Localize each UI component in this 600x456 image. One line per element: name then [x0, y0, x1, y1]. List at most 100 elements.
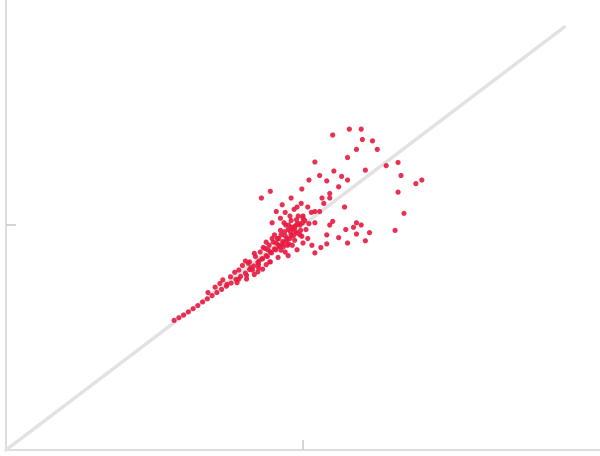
scatter-point: [256, 258, 262, 264]
scatter-point: [392, 227, 398, 233]
scatter-point: [294, 221, 300, 227]
scatter-point: [258, 195, 265, 201]
scatter-point: [195, 302, 201, 309]
scatter-point: [374, 146, 380, 152]
scatter-point: [212, 284, 218, 290]
scatter-point: [217, 280, 223, 287]
scatter-point: [268, 250, 275, 256]
scatter-point: [330, 132, 336, 138]
scatter-point: [287, 229, 294, 235]
scatter-point: [395, 189, 401, 195]
scatter-point: [263, 239, 269, 245]
scatter-point: [290, 233, 297, 239]
scatter-point: [282, 233, 288, 239]
scatter-point: [278, 247, 284, 253]
scatter-point: [300, 215, 306, 221]
scatter-point: [257, 249, 263, 255]
scatter-point: [219, 286, 225, 292]
scatter-point: [395, 159, 401, 166]
scatter-point: [276, 235, 282, 242]
scatter-point: [267, 188, 273, 194]
scatter-point: [185, 309, 191, 315]
scatter-point: [239, 262, 246, 269]
scatter-point: [366, 230, 373, 236]
scatter-point: [383, 163, 389, 169]
scatter-point: [282, 209, 288, 215]
scatter-point: [205, 289, 211, 296]
scatter-point: [292, 237, 298, 243]
scatter-point: [336, 235, 342, 241]
scatter-point: [279, 202, 285, 208]
scatter-point: [234, 280, 240, 286]
scatter-point: [236, 267, 242, 273]
scatter-point: [263, 262, 269, 268]
scatter-point: [295, 213, 301, 219]
scatter-point: [312, 220, 318, 226]
scatter-point: [362, 167, 368, 173]
scatter-point: [176, 315, 182, 321]
scatter-point: [343, 226, 349, 233]
scatter-point: [251, 271, 257, 278]
scatter-point: [344, 240, 351, 246]
scatter-point: [255, 269, 261, 275]
scatter-point: [350, 224, 357, 230]
scatter-point: [273, 208, 279, 215]
scatter-point: [297, 232, 303, 238]
scatter-point: [303, 226, 309, 233]
scatter-point: [209, 293, 215, 299]
scatter-point: [243, 272, 250, 278]
scatter-point: [277, 215, 284, 221]
scatter-point: [344, 154, 351, 161]
scatter-point: [305, 235, 311, 242]
scatter-point: [341, 204, 348, 210]
scatter-point: [273, 240, 279, 246]
scatter-point: [369, 138, 376, 144]
scatter-point: [275, 254, 281, 260]
scatter-point: [324, 178, 330, 184]
scatter-point: [330, 218, 336, 224]
scatter-point: [271, 232, 278, 238]
scatter-point: [282, 249, 288, 255]
scatter-point: [401, 210, 407, 216]
scatter-point: [346, 126, 352, 132]
scatter-point: [232, 269, 238, 275]
scatter-point: [312, 208, 318, 215]
scatter-point: [291, 206, 297, 212]
scatter-point: [277, 227, 284, 233]
scatter-point: [312, 159, 318, 165]
scatter-point: [298, 227, 304, 233]
scatter-point: [324, 232, 330, 238]
scatter-point: [260, 244, 266, 251]
scatter-point: [273, 247, 279, 253]
scatter-point: [331, 168, 337, 174]
scatter-point: [204, 296, 210, 302]
scatter-point: [353, 231, 360, 237]
scatter-point: [227, 274, 234, 280]
scatter-point: [312, 250, 318, 256]
scatter-point: [285, 253, 291, 259]
scatter-point: [200, 299, 206, 305]
scatter-point: [317, 172, 323, 179]
scatter-point: [294, 247, 300, 253]
scatter-point: [298, 200, 304, 206]
scatter-point: [327, 222, 333, 228]
scatter-point: [255, 265, 262, 271]
scatter-point: [305, 204, 311, 210]
scatter-point: [306, 177, 312, 183]
scatter-point: [344, 177, 351, 183]
scatter-point: [413, 181, 419, 187]
scatter-point: [318, 244, 324, 251]
scatter-point: [224, 281, 230, 287]
scatter-point: [190, 306, 196, 312]
scatter-point: [181, 312, 187, 318]
scatter-point: [260, 266, 266, 272]
scatter-point: [300, 240, 306, 246]
scatter-point: [321, 200, 327, 206]
scatter-point: [281, 220, 287, 226]
scatter-point: [299, 186, 305, 192]
scatter-point: [220, 277, 226, 283]
scatter-point: [171, 317, 177, 323]
scatter-point: [353, 146, 360, 152]
